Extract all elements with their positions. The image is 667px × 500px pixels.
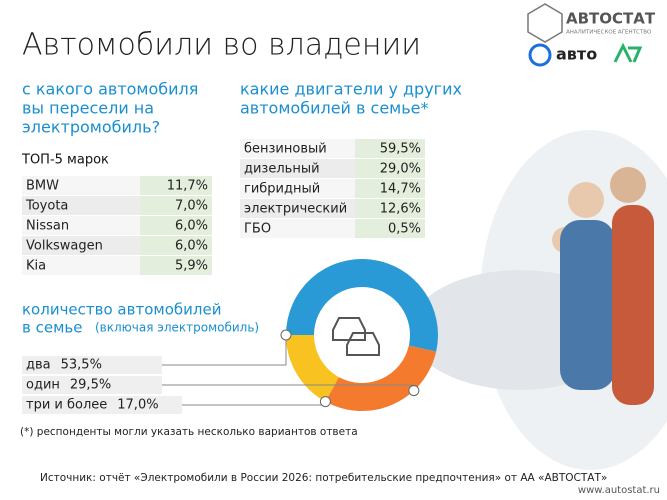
donut-segment [325, 345, 437, 412]
donut-subtitle: (включая электромобиль) [95, 321, 259, 335]
logo-name: АВТОСТАТ [566, 10, 656, 28]
question: с какого автомобиля [22, 80, 198, 99]
url: www.autostat.ru [578, 485, 660, 496]
table-label: дизельный [244, 162, 320, 177]
table-value-cell [355, 199, 425, 218]
table-value-cell [355, 159, 425, 178]
table-value-cell [140, 216, 212, 235]
table-label: Kia [26, 259, 46, 274]
table-row [22, 176, 140, 195]
logo-tagline: АНАЛИТИЧЕСКОЕ АГЕНТСТВО [566, 30, 652, 36]
partner-logo: авто [556, 45, 597, 64]
table-label: электрический [244, 202, 347, 217]
table-value: 29,0% [380, 162, 421, 177]
table-value: 0,5% [388, 222, 421, 237]
table-row [240, 139, 355, 158]
source: Источник: отчёт «Электромобили в России … [40, 472, 607, 484]
legend-name: два [26, 358, 51, 373]
legend-value: 53,5% [61, 358, 102, 373]
table-row [22, 196, 140, 215]
table-value: 6,0% [175, 219, 208, 234]
table-value-cell [140, 196, 212, 215]
car-icon [332, 317, 380, 356]
table-value-cell [355, 179, 425, 198]
logo-icon [527, 3, 563, 43]
table-value-cell [140, 236, 212, 255]
title: Автомобили во владении [22, 28, 421, 63]
table-value: 6,0% [175, 239, 208, 254]
donut-title: в семье [22, 319, 82, 337]
table-value-cell [140, 176, 212, 195]
person [568, 182, 604, 218]
table-row [22, 216, 140, 235]
footnote: (*) респонденты могли указать несколько … [20, 426, 358, 438]
table-value: 7,0% [175, 199, 208, 214]
person [560, 220, 615, 390]
question: электромобиль? [22, 118, 160, 137]
legend-row [22, 356, 162, 374]
person [612, 205, 654, 405]
table-label: BMW [26, 179, 59, 194]
donut-title: количество автомобилей [22, 301, 221, 319]
table-value-cell [355, 139, 425, 158]
table-value: 11,7% [167, 179, 208, 194]
table-label: Volkswagen [26, 239, 103, 254]
table-row [240, 159, 355, 178]
table-label: Toyota [25, 199, 68, 214]
legend-value: 17,0% [117, 398, 158, 413]
table-label: ГБО [244, 222, 271, 237]
legend-name: три и более [26, 398, 107, 413]
table-row [240, 179, 355, 198]
marker [280, 329, 292, 341]
question: автомобилей в семье* [240, 99, 429, 118]
table-value: 5,9% [175, 259, 208, 274]
table-value-cell [140, 256, 212, 275]
table-label: бензиновый [244, 142, 327, 157]
table-value: 12,6% [380, 202, 421, 217]
person [610, 167, 646, 203]
table-row [22, 236, 140, 255]
table-label: Nissan [26, 219, 69, 234]
marker [408, 385, 420, 397]
leader-line [162, 335, 287, 366]
table-row [240, 219, 355, 238]
legend-name: один [26, 378, 60, 393]
legend-row [22, 376, 162, 394]
marker [319, 396, 331, 408]
table-value-cell [355, 219, 425, 238]
question: какие двигатели у других [240, 80, 462, 99]
table-label: гибридный [244, 182, 320, 197]
table-value: 14,7% [380, 182, 421, 197]
legend-value: 29,5% [70, 378, 111, 393]
legend-row [22, 396, 182, 414]
table-row [22, 256, 140, 275]
table-header: ТОП-5 марок [21, 153, 109, 168]
donut-segment [286, 259, 438, 352]
question: вы пересели на [22, 99, 154, 118]
table-row [240, 199, 355, 218]
table-value: 59,5% [380, 142, 421, 157]
partner-icon [528, 43, 552, 67]
partner-icon-2 [613, 42, 643, 63]
